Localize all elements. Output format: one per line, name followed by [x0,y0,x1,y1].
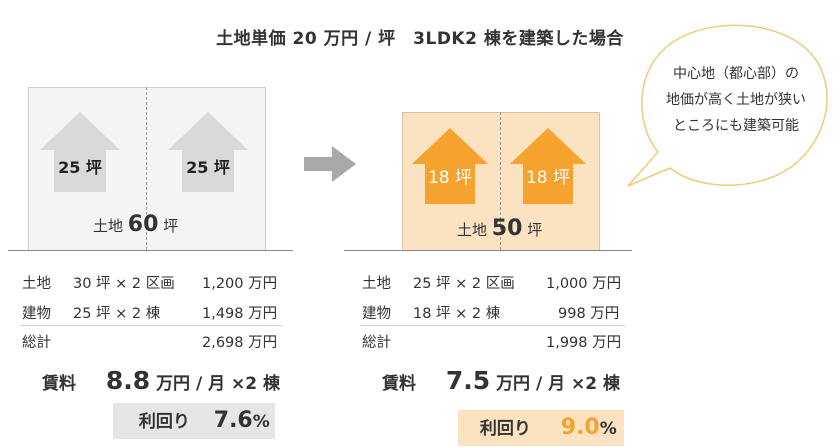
rent-right: 賃料 7.5 万円 / 月 ×2 棟 [382,366,620,395]
cost-row-building-left: 建物 [22,306,51,322]
cost-row-land-left: 土地 [22,272,51,293]
yield-unit: % [252,412,270,432]
house-area-label-right-2: 18 坪 [525,168,571,188]
house-area-label-right-1: 18 坪 [427,168,473,188]
rent-label: 賃料 [42,374,76,394]
row-label: 土地 [22,276,51,292]
rent-label: 賃料 [382,374,416,394]
house-icon-right-1 [412,128,488,204]
land-area-value: 50 [491,216,523,241]
land-area-value: 60 [127,212,159,237]
cost-row-total-left-amount: 2,698 万円 [202,335,278,351]
cost-row-total-right-amount: 1,998 万円 [546,335,622,351]
cost-row-building-left-spec: 25 坪 × 2 棟 [73,306,161,322]
rent-value: 7.5 [445,366,491,395]
house-icon-right-2 [510,128,586,204]
land-area-unit: 坪 [527,221,543,239]
rent-value: 8.8 [105,366,151,395]
rent-unit: 万円 / 月 ×2 棟 [496,374,621,394]
cost-row-land-left-spec: 30 坪 × 2 区画 [73,276,175,292]
bubble-text-line2: 地価が高く土地が狭い [666,92,806,108]
yield-box-right: 利回り 9.0% [458,410,624,446]
cost-row-building-right: 建物 [362,306,391,322]
bubble-text-line3: ところにも建築可能 [673,118,799,134]
cost-row-building-left-amount: 1,498 万円 [202,306,278,322]
cost-row-land-right-amount: 1,000 万円 [546,276,622,292]
cost-row-total-left: 総計 [22,335,51,351]
yield-value: 7.6 [213,408,253,433]
ground-line-right [344,250,632,251]
house-area-label-left-1: 25 坪 [58,158,102,177]
plot-divider-left [146,87,147,250]
house-icon-left-1 [40,112,120,192]
yield-value: 9.0 [560,415,600,440]
land-area-unit: 坪 [163,217,179,235]
house-icon-left-2 [168,112,248,192]
speech-bubble [627,24,828,187]
row-divider-right [360,325,625,326]
plot-divider-right [500,112,501,250]
yield-box-left: 利回り 7.6% [113,403,275,439]
land-area-left: 土地 60 坪 [93,212,178,237]
cost-row-land-right: 土地 [362,276,391,292]
page-title: 土地単価 20 万円 / 坪 3LDK2 棟を建築した場合 [216,29,624,49]
right-arrow-icon [304,146,356,182]
land-area-label: 土地 [457,221,488,239]
cost-row-building-right-spec: 18 坪 × 2 棟 [413,306,501,322]
cost-row-land-right-spec: 25 坪 × 2 区画 [413,276,515,292]
yield-unit: % [599,419,617,439]
cost-row-total-right: 総計 [362,335,391,351]
rent-left: 賃料 8.8 万円 / 月 ×2 棟 [42,366,280,395]
ground-line-left [8,250,293,251]
yield-label: 利回り [138,412,190,432]
row-divider-left [20,325,282,326]
land-area-right: 土地 50 坪 [457,216,542,241]
house-area-label-left-2: 25 坪 [186,158,230,177]
rent-unit: 万円 / 月 ×2 棟 [156,374,281,394]
land-area-label: 土地 [93,217,124,235]
bubble-text-line1: 中心地（都心部）の [673,66,799,82]
cost-row-land-left-amount: 1,200 万円 [202,276,278,292]
yield-label: 利回り [479,419,531,439]
cost-row-building-right-amount: 998 万円 [558,306,620,322]
